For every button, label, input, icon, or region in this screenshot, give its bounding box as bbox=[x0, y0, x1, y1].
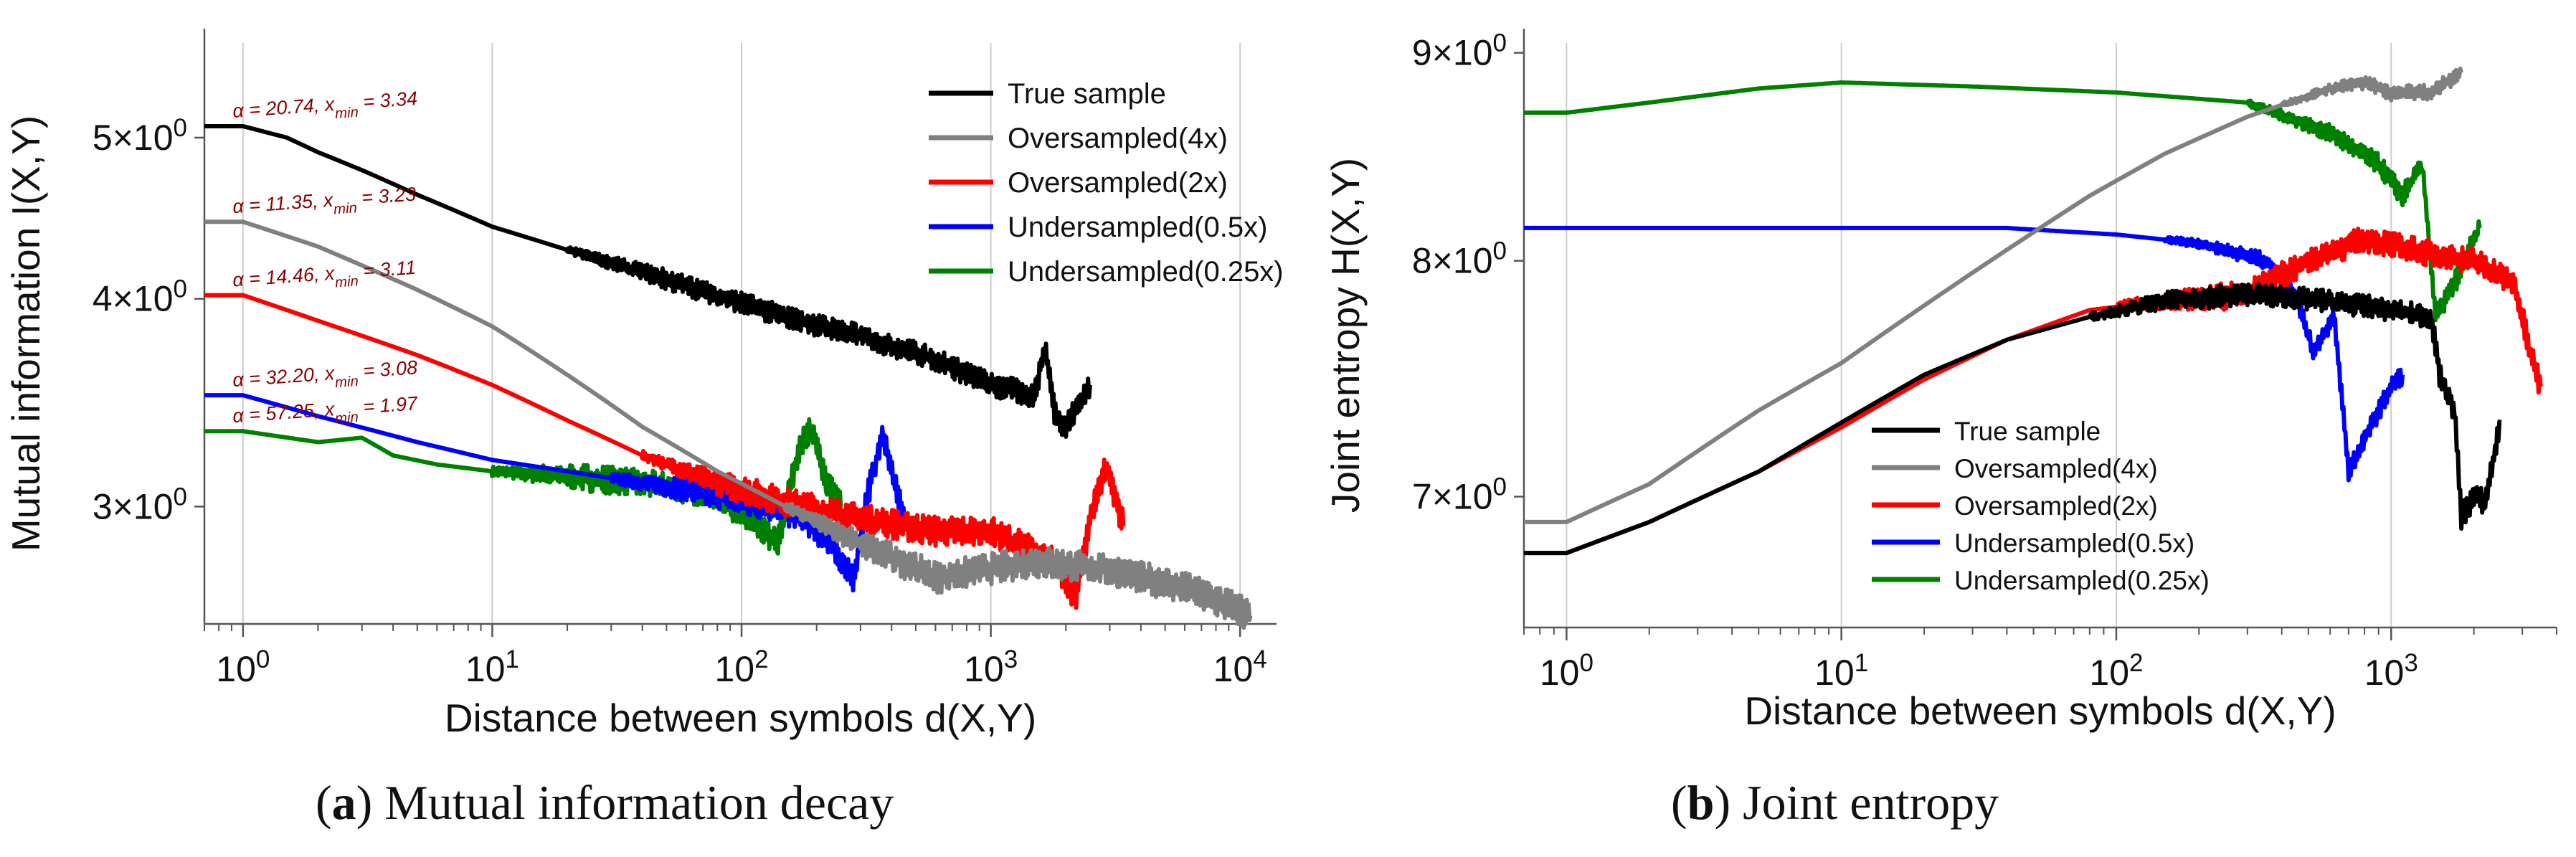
panel-a-y-axis-label: Mutual information I(X,Y) bbox=[4, 115, 48, 551]
panel-b-legend-label: Oversampled(4x) bbox=[1954, 454, 2158, 483]
panel-a-series-true-sample bbox=[203, 124, 1092, 439]
panel-a-y-tick-label: 5×100 bbox=[93, 113, 187, 158]
panel-b-legend-label: Undersampled(0.5x) bbox=[1954, 529, 2194, 558]
panel-b-y-tick-label: 8×100 bbox=[1412, 237, 1507, 281]
panel-b-legend-label: Undersampled(0.25x) bbox=[1954, 566, 2210, 595]
panel-a-x-tick-label: 103 bbox=[964, 645, 1018, 690]
panel-b-y-axis-label: Joint entropy H(X,Y) bbox=[1323, 158, 1368, 513]
panel-a-y-tick-label: 3×100 bbox=[93, 483, 187, 527]
panel-b-x-axis-label: Distance between symbols d(X,Y) bbox=[1744, 688, 2336, 733]
panel-b-series-oversampled-4x bbox=[1523, 66, 2463, 524]
caption-a-text: Mutual information decay bbox=[384, 775, 894, 830]
panel-a-series-undersampled-0-5x bbox=[203, 393, 907, 593]
panel-b-x-tick-label: 102 bbox=[2089, 649, 2143, 693]
panel-b-series-undersampled-0-5x bbox=[1523, 225, 2405, 483]
panel-b-series-undersampled-0-25x bbox=[1523, 80, 2482, 323]
panel-b-chart: 100 101 102 103 7×100 8×100 9×100 Distance betw… bbox=[1323, 29, 2557, 733]
panel-a-fit-annotation: α = 20.74, xmin = 3.34 bbox=[232, 87, 418, 129]
panel-a-fit-annotation: α = 32.20, xmin = 3.08 bbox=[232, 356, 418, 398]
caption-a: (a) Mutual information decay bbox=[316, 775, 894, 830]
panel-b-legend-label: True sample bbox=[1954, 417, 2101, 446]
panel-b-x-tick-label: 100 bbox=[1540, 649, 1594, 693]
panel-a-legend: True sample Oversampled(4x) Oversampled(2x… bbox=[929, 78, 1284, 288]
panel-a-x-axis-label: Distance between symbols d(X,Y) bbox=[445, 696, 1036, 740]
panel-a-y-tick-label: 4×100 bbox=[93, 275, 187, 319]
panel-a-x-tick-label: 101 bbox=[465, 645, 519, 690]
panel-a-legend-label: Undersampled(0.25x) bbox=[1008, 256, 1284, 288]
panel-a-fit-annotation: α = 14.46, xmin = 3.11 bbox=[232, 257, 417, 298]
panel-a-series-oversampled-2x bbox=[203, 293, 1126, 610]
panel-a-fit-annotation: α = 11.35, xmin = 3.23 bbox=[232, 183, 417, 224]
panel-a-x-tick-label: 104 bbox=[1213, 645, 1267, 690]
panel-a-legend-label: Undersampled(0.5x) bbox=[1008, 212, 1267, 243]
panel-b-x-tick-label: 103 bbox=[2364, 649, 2418, 693]
panel-b-x-tick-label: 101 bbox=[1814, 649, 1868, 693]
caption-a-letter: a bbox=[331, 775, 356, 830]
panel-a-legend-label: Oversampled(4x) bbox=[1008, 123, 1228, 154]
panel-a-x-tick-label: 102 bbox=[714, 645, 768, 690]
panel-a-series-oversampled-4x bbox=[203, 219, 1253, 630]
panel-b-series-true-sample bbox=[1523, 282, 2502, 556]
panel-b-y-tick-label: 7×100 bbox=[1412, 473, 1507, 517]
panel-a-legend-label: True sample bbox=[1008, 78, 1166, 110]
panel-b-legend-label: Oversampled(2x) bbox=[1954, 491, 2158, 521]
panel-b-legend: True sample Oversampled(4x) Oversampled(2x… bbox=[1872, 417, 2210, 595]
panel-a-chart: 100 101 102 103 104 3×100 4×100 5×100 Distance b… bbox=[4, 29, 1284, 740]
panel-a-legend-label: Oversampled(2x) bbox=[1008, 167, 1228, 199]
caption-b-text: Joint entropy bbox=[1743, 775, 1999, 830]
caption-b: (b) Joint entropy bbox=[1671, 775, 1999, 830]
panel-b-y-tick-label: 9×100 bbox=[1412, 29, 1507, 73]
caption-b-letter: b bbox=[1687, 775, 1715, 830]
panel-a-x-tick-label: 100 bbox=[216, 645, 270, 690]
